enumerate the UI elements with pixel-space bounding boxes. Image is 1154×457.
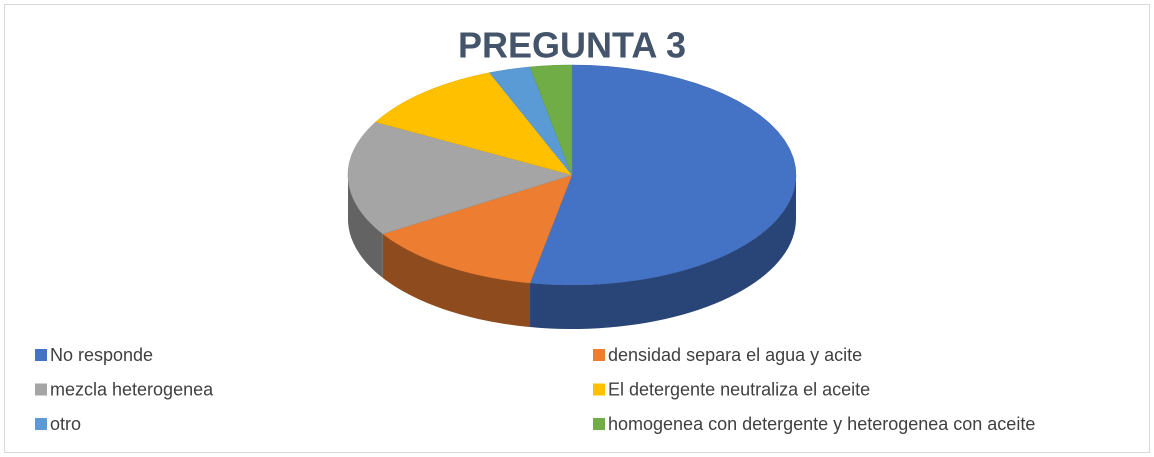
slice-side <box>348 175 383 278</box>
slice <box>529 64 573 176</box>
legend-swatch <box>35 383 47 396</box>
legend-label: densidad separa el agua y acite <box>608 345 862 365</box>
legend-swatch <box>35 418 47 430</box>
slice <box>489 66 573 176</box>
legend-label: homogenea con detergente y heterogenea c… <box>608 414 1035 434</box>
chart-title: PREGUNTA 3 <box>458 25 686 66</box>
legend-swatch <box>35 349 47 361</box>
legend-swatch <box>593 383 605 396</box>
slice-side <box>530 175 796 329</box>
slice-side <box>382 233 531 328</box>
legend-label: No responde <box>50 345 153 365</box>
legend-label: mezcla heterogenea <box>50 379 214 399</box>
slice <box>375 72 573 176</box>
legend-swatch <box>593 418 605 430</box>
slice <box>529 64 797 286</box>
legend-label: El detergente neutraliza el aceite <box>608 379 870 399</box>
slice <box>382 174 573 284</box>
slice <box>347 121 573 235</box>
legend-label: otro <box>50 414 81 434</box>
legend-swatch <box>593 349 605 361</box>
